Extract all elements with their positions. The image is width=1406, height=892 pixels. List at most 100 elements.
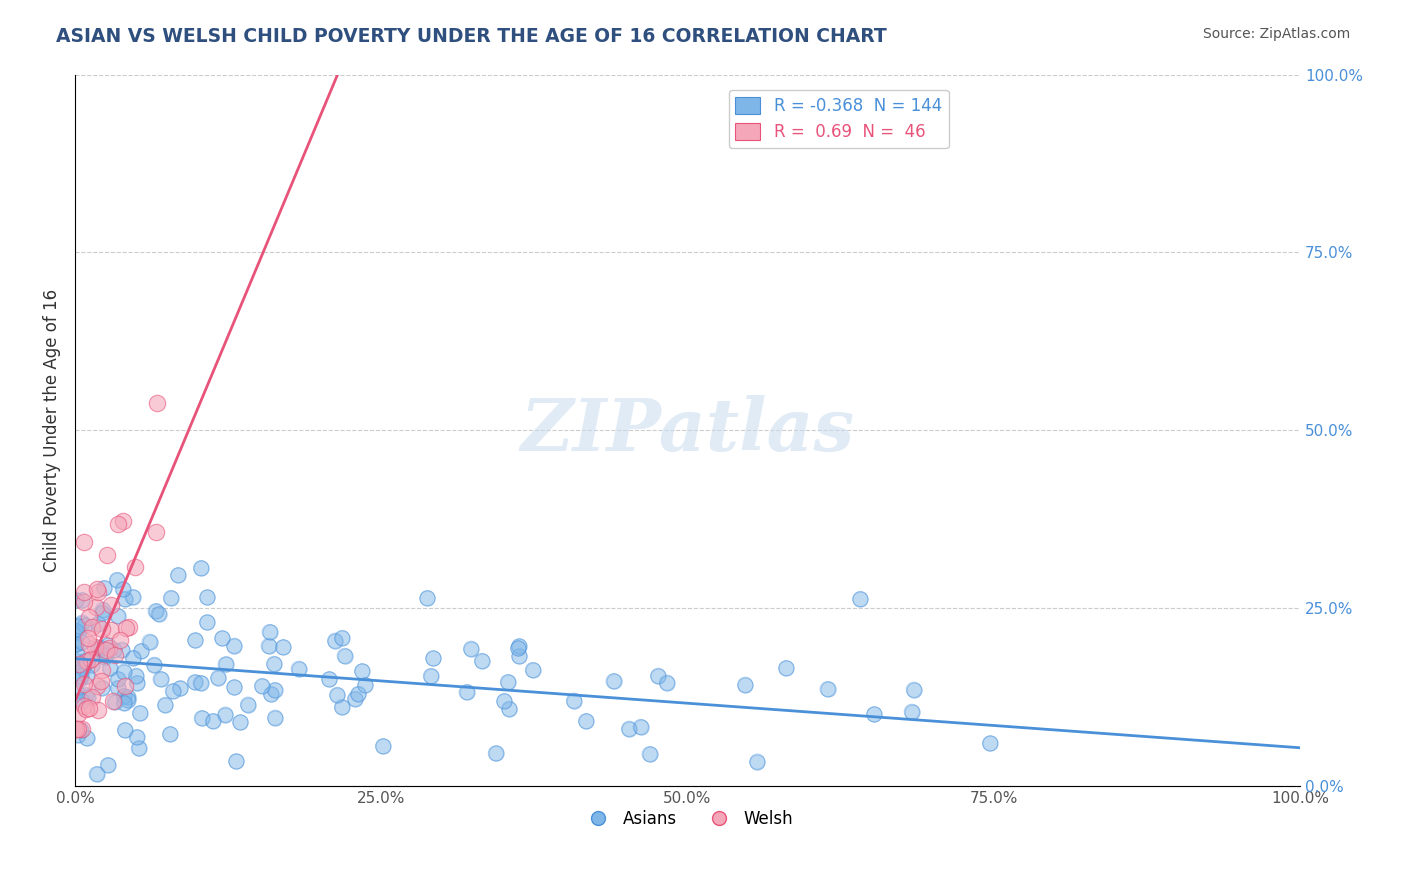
Point: [73, 618, 96, 632]
Point: [107, 609, 129, 624]
Point: [211, 632, 233, 646]
Point: [250, 679, 273, 693]
Point: [66, 694, 89, 708]
Point: [67, 618, 90, 632]
Point: [264, 710, 287, 724]
Point: [73, 534, 96, 549]
Point: [75, 688, 97, 702]
Point: [131, 644, 153, 658]
Point: [131, 644, 153, 658]
Point: [91, 606, 114, 620]
Point: [67, 728, 90, 742]
Point: [287, 662, 309, 676]
Point: [69, 672, 91, 686]
Point: [271, 640, 294, 655]
Point: [72, 660, 94, 674]
Point: [117, 693, 139, 707]
Point: [508, 641, 530, 656]
Point: [214, 657, 236, 672]
Point: [522, 663, 544, 677]
Point: [263, 657, 285, 671]
Point: [236, 698, 259, 712]
Point: [562, 693, 585, 707]
Point: [125, 668, 148, 682]
Point: [225, 755, 247, 769]
Point: [264, 710, 287, 724]
Point: [91, 681, 114, 695]
Point: [352, 665, 374, 679]
Point: [124, 560, 146, 574]
Point: [73, 585, 96, 599]
Point: [498, 702, 520, 716]
Point: [125, 731, 148, 745]
Point: [91, 622, 114, 636]
Point: [111, 514, 134, 528]
Point: [77, 700, 100, 714]
Point: [93, 581, 115, 595]
Point: [287, 662, 309, 676]
Point: [354, 678, 377, 692]
Point: [522, 663, 544, 677]
Point: [167, 568, 190, 582]
Point: [76, 654, 98, 668]
Point: [229, 715, 252, 730]
Point: [184, 675, 207, 690]
Point: [90, 640, 112, 655]
Point: [121, 591, 143, 605]
Point: [214, 707, 236, 722]
Point: [125, 668, 148, 682]
Point: [318, 673, 340, 687]
Point: [79, 637, 101, 651]
Point: [89, 674, 111, 689]
Point: [72, 660, 94, 674]
Point: [66, 647, 89, 661]
Point: [122, 651, 145, 665]
Point: [70, 669, 93, 683]
Point: [149, 672, 172, 686]
Point: [114, 723, 136, 738]
Point: [65, 722, 87, 736]
Point: [87, 585, 110, 599]
Point: [107, 681, 129, 695]
Point: [496, 675, 519, 690]
Point: [65, 593, 87, 607]
Point: [647, 669, 669, 683]
Point: [65, 637, 87, 651]
Point: [75, 688, 97, 702]
Point: [76, 731, 98, 746]
Point: [775, 661, 797, 675]
Point: [87, 616, 110, 631]
Point: [125, 731, 148, 745]
Point: [145, 524, 167, 539]
Point: [419, 669, 441, 683]
Point: [318, 673, 340, 687]
Point: [263, 683, 285, 698]
Point: [73, 677, 96, 691]
Point: [333, 648, 356, 663]
Point: [73, 699, 96, 714]
Point: [236, 698, 259, 712]
Point: [201, 714, 224, 728]
Point: [508, 640, 530, 654]
Point: [630, 720, 652, 734]
Point: [184, 675, 207, 690]
Text: Source: ZipAtlas.com: Source: ZipAtlas.com: [1202, 27, 1350, 41]
Point: [903, 682, 925, 697]
Y-axis label: Child Poverty Under the Age of 16: Child Poverty Under the Age of 16: [44, 289, 60, 572]
Point: [122, 651, 145, 665]
Point: [107, 672, 129, 686]
Point: [162, 684, 184, 698]
Point: [508, 649, 530, 664]
Point: [76, 654, 98, 668]
Point: [201, 714, 224, 728]
Point: [775, 661, 797, 675]
Point: [471, 654, 494, 668]
Point: [849, 592, 872, 607]
Point: [863, 707, 886, 722]
Point: [145, 604, 167, 618]
Point: [93, 648, 115, 663]
Point: [90, 640, 112, 655]
Point: [65, 683, 87, 698]
Point: [70, 635, 93, 649]
Point: [75, 702, 97, 716]
